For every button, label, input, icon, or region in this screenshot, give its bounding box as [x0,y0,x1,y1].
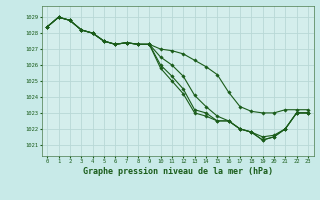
X-axis label: Graphe pression niveau de la mer (hPa): Graphe pression niveau de la mer (hPa) [83,167,273,176]
